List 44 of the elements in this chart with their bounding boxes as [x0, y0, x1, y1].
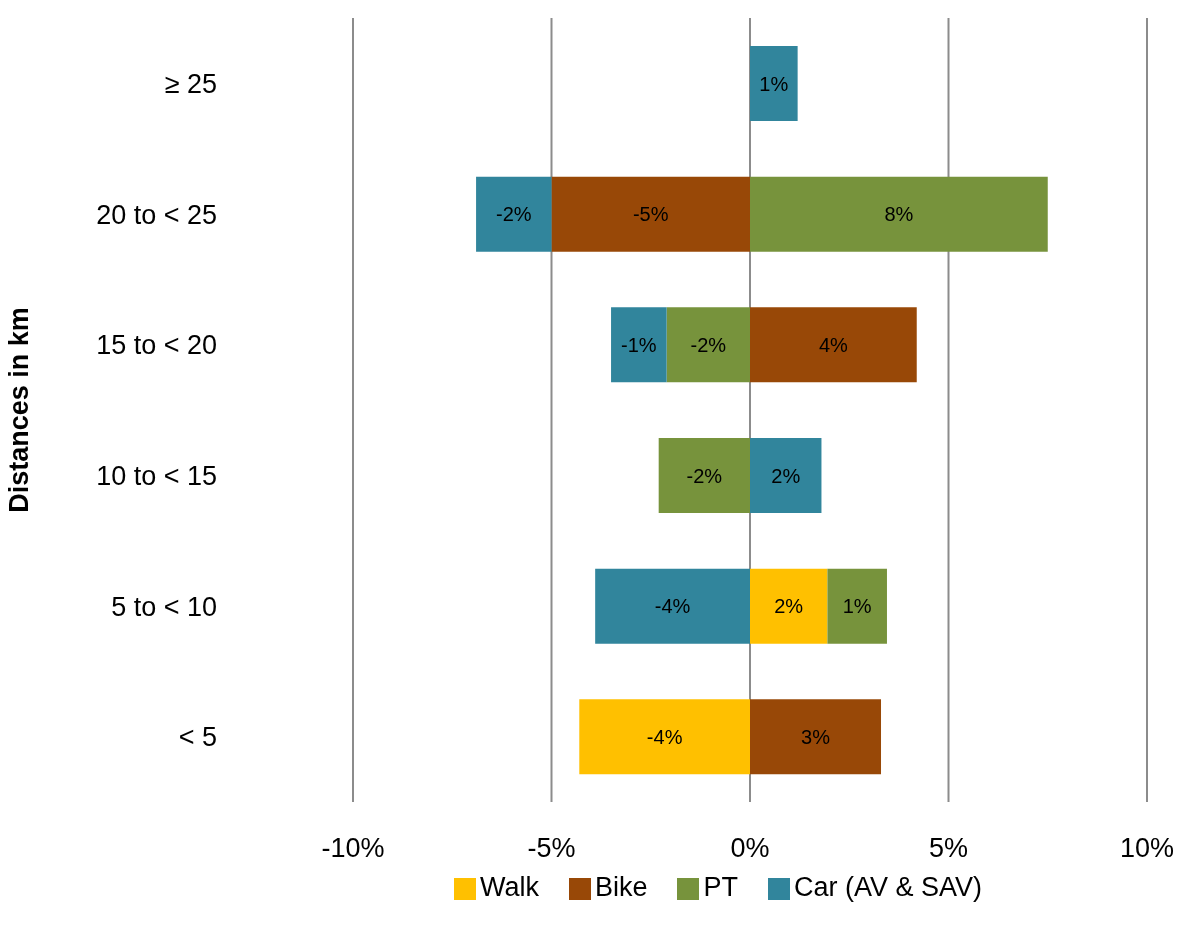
bar: [750, 568, 828, 644]
y-axis-title: Distances in km: [3, 307, 34, 513]
data-label: 2%: [771, 464, 801, 487]
y-tick-label: 15 to < 20: [96, 330, 217, 361]
x-tick-label: -10%: [321, 833, 385, 864]
bar: [658, 438, 750, 513]
bar: [595, 568, 750, 644]
bar: [750, 307, 917, 383]
bar: [579, 699, 750, 775]
bar: [611, 307, 667, 383]
data-label: -4%: [654, 595, 691, 618]
y-tick-label: < 5: [178, 722, 217, 753]
x-tick-label: 10%: [1119, 833, 1175, 864]
data-label: 4%: [818, 333, 849, 356]
y-tick-label: 10 to < 15: [96, 460, 217, 491]
legend-label: Walk: [479, 872, 539, 902]
legend-label: Bike: [594, 872, 648, 902]
x-tick-label: 0%: [730, 833, 770, 864]
bar: [476, 176, 552, 252]
bar: [750, 699, 882, 775]
bar: [750, 438, 822, 513]
x-tick-label: -5%: [527, 833, 576, 864]
legend-label: PT: [703, 872, 738, 902]
data-label: 2%: [774, 595, 804, 618]
bar: [666, 307, 750, 383]
y-tick-label: ≥ 25: [164, 68, 217, 99]
bar: [750, 176, 1048, 252]
data-label: -2%: [690, 333, 727, 356]
data-label: 1%: [759, 72, 789, 95]
bar: [827, 568, 887, 644]
bar: [551, 176, 750, 252]
data-label: -5%: [632, 203, 669, 226]
bar: [750, 46, 798, 121]
data-label: 8%: [884, 203, 914, 226]
data-label: -1%: [621, 333, 657, 356]
legend-label: Car (AV & SAV): [794, 872, 983, 902]
y-tick-label: 20 to < 25: [96, 199, 217, 230]
data-label: 1%: [842, 595, 872, 618]
data-label: -2%: [686, 464, 723, 487]
x-tick-label: 5%: [928, 833, 969, 864]
data-label: 3%: [801, 725, 831, 748]
data-label: -2%: [496, 203, 532, 226]
y-tick-label: 5 to < 10: [111, 591, 217, 622]
data-label: -4%: [646, 725, 683, 748]
